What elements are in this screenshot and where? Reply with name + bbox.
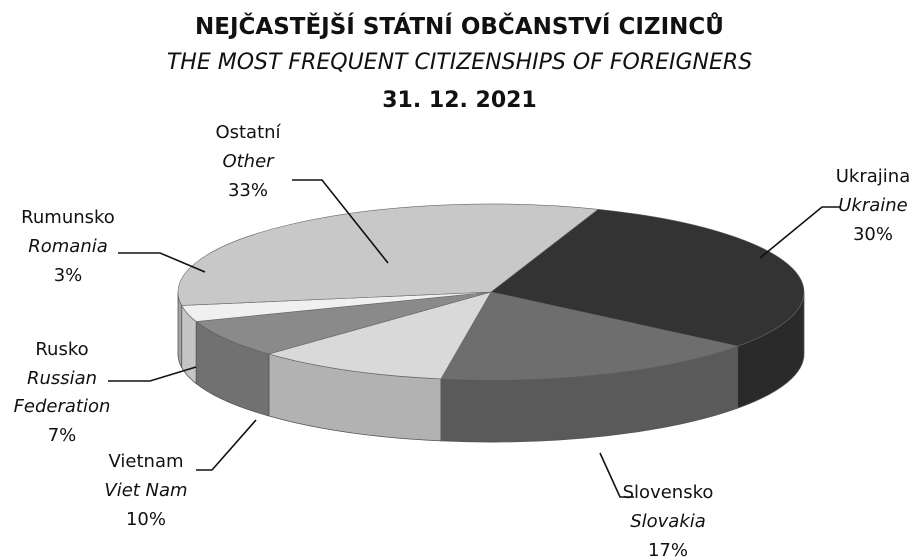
- label-en: Ukraine: [838, 195, 908, 216]
- leader-line: [759, 206, 840, 259]
- label-cz: Vietnam: [108, 451, 184, 472]
- slice-label: Slovensko Slovakia 17%: [606, 478, 730, 558]
- value-label: 10%: [125, 509, 166, 530]
- value-label: 30%: [852, 224, 893, 245]
- leader-line: [118, 252, 206, 273]
- value-label: 17%: [647, 540, 688, 558]
- slice-label: Vietnam Viet Nam 10%: [84, 447, 208, 535]
- label-en: Viet Nam: [104, 480, 188, 501]
- label-en: Romania: [28, 236, 108, 257]
- leader-line: [292, 179, 389, 264]
- chart-title: NEJČASTĚJŠÍ STÁTNÍ OBČANSTVÍ CIZINCŮ: [195, 14, 724, 40]
- value-label: 7%: [47, 425, 77, 446]
- chart-subtitle: THE MOST FREQUENT CITIZENSHIPS OF FOREIG…: [166, 50, 753, 75]
- label-cz: Slovensko: [622, 482, 714, 503]
- label-en: Slovakia: [630, 511, 706, 532]
- label-cz: Rusko: [35, 339, 89, 360]
- leader-line: [196, 419, 257, 471]
- slice-label: Rusko Russian Federation 7%: [0, 335, 124, 451]
- slice-label: Rumunsko Romania 3%: [6, 203, 130, 291]
- slice-label: Ostatní Other 33%: [186, 118, 310, 206]
- chart-date: 31. 12. 2021: [382, 88, 537, 113]
- value-label: 33%: [227, 180, 268, 201]
- slice: [195, 291, 492, 355]
- label-en: Other: [222, 151, 274, 172]
- slice: [440, 291, 739, 381]
- slice-label: Ukrajina Ukraine 30%: [811, 162, 919, 250]
- label-en: Russian Federation: [13, 368, 111, 417]
- label-cz: Ukrajina: [835, 166, 911, 187]
- slice: [177, 203, 599, 306]
- label-cz: Rumunsko: [21, 207, 115, 228]
- slice: [490, 208, 805, 347]
- value-label: 3%: [53, 265, 83, 286]
- label-cz: Ostatní: [215, 122, 281, 143]
- slice: [267, 291, 492, 380]
- leader-line: [108, 366, 197, 382]
- leader-line: [599, 452, 634, 498]
